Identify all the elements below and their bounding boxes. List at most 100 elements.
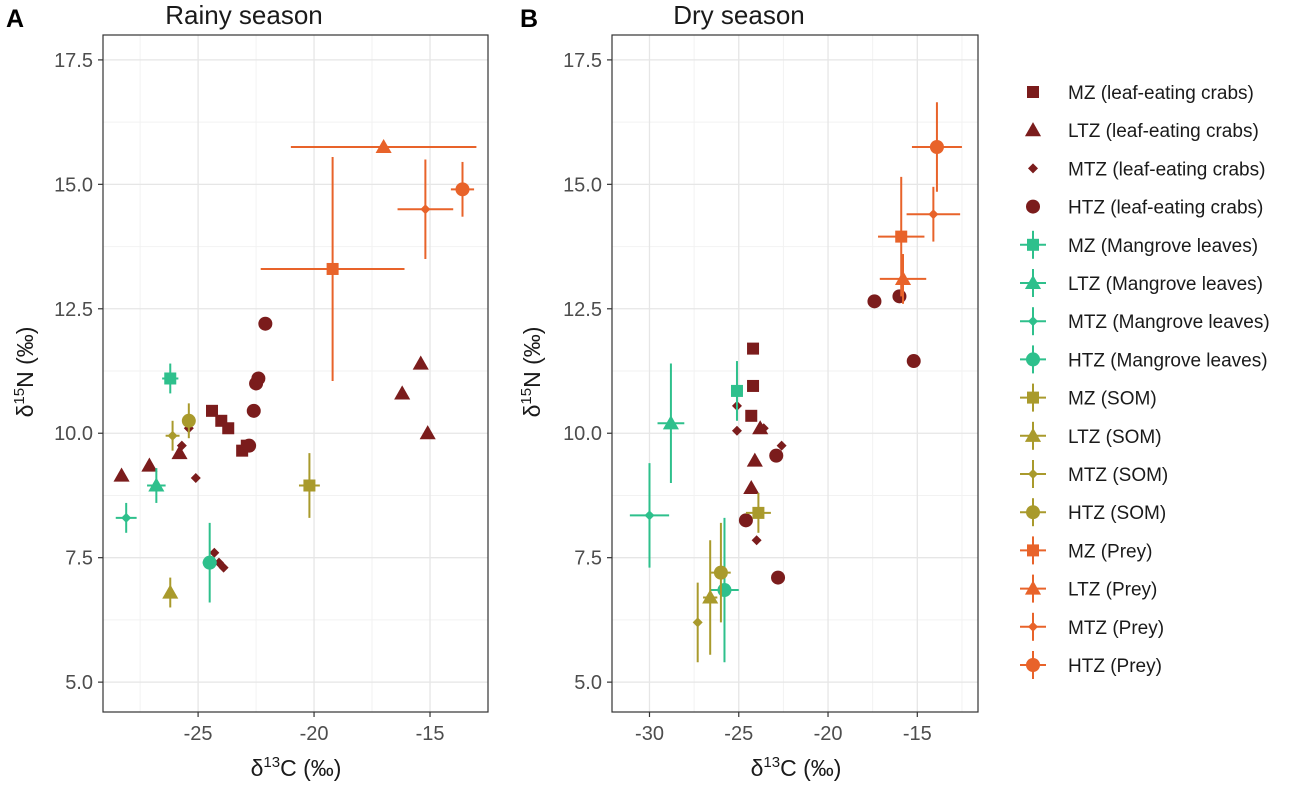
marker-triangle [141,457,158,472]
legend-item: MZ (Mangrove leaves) [1020,230,1258,259]
data-point [222,422,235,435]
chart-title: Rainy season [165,0,323,30]
marker-circle [258,316,273,331]
legend-key-diamond [1028,469,1038,479]
x-tick-label: -20 [814,723,843,745]
axis-ticks: -30 -25 -20 -15 5.0 7.5 10.0 12.5 15.0 17.5 [563,50,932,745]
x-axis-title-rest: C (‰) [780,755,841,781]
data-point [730,361,743,421]
legend-item: LTZ (Mangrove leaves) [1020,269,1263,297]
data-point [747,379,760,392]
marker-circle [929,140,944,155]
data-point [298,453,320,518]
legend-item: HTZ (leaf-eating crabs) [1026,198,1263,219]
x-axis-title: δ13C (‰) [751,754,842,781]
data-point [419,425,436,440]
y-axis-title-sup: 15 [518,388,535,405]
legend-key-circle [1026,352,1040,367]
data-point [141,457,158,472]
legend-item: MZ (Prey) [1020,536,1152,565]
x-axis-title-rest: C (‰) [280,755,341,781]
marker-triangle [394,385,411,400]
data-point [206,404,219,417]
legend-label: MTZ (Mangrove leaves) [1068,312,1270,333]
legend-item: MZ (SOM) [1020,383,1157,412]
legend-key-circle [1026,199,1040,214]
data-point [115,502,137,533]
legend-item: LTZ (SOM) [1020,421,1162,450]
legend-key-triangle [1024,274,1042,290]
marker-diamond [121,512,132,523]
data-point [710,517,739,663]
data-point [450,161,475,217]
plot-frame [102,34,489,713]
marker-triangle [375,138,392,154]
marker-circle [717,583,732,598]
legend-label: HTZ (leaf-eating crabs) [1068,198,1263,219]
data-point [758,423,769,434]
data-point [242,438,257,453]
data-point [113,467,130,482]
legend-key-diamond [1028,163,1038,174]
legend-key-triangle [1024,580,1042,595]
data-point [702,540,719,655]
data-point [745,409,758,422]
legend-key-square [1027,86,1039,98]
x-axis-title-base: δ [251,755,264,781]
marker-square [164,372,177,385]
marker-square [206,404,219,417]
data-point [290,138,477,154]
marker-triangle [171,445,188,460]
data-point [246,403,261,418]
panel-tag: B [520,5,538,33]
y-axis-title: δ15N (‰) [518,327,545,418]
data-point [394,385,411,400]
legend-item: MZ (leaf-eating crabs) [1027,83,1254,104]
data-point [171,445,188,460]
marker-square [745,409,758,422]
y-axis-title-sup: 15 [11,388,28,405]
data-points [113,138,477,608]
legend-label: LTZ (leaf-eating crabs) [1068,121,1259,142]
legend-item: MTZ (Mangrove leaves) [1020,307,1270,336]
legend-label: MZ (Prey) [1068,541,1152,562]
data-point [769,448,784,463]
data-point [202,522,217,603]
marker-diamond [167,430,178,441]
marker-diamond [218,562,229,573]
y-tick-label: 12.5 [563,299,602,321]
marker-diamond [758,423,769,434]
marker-circle [242,438,257,453]
legend-item: MTZ (leaf-eating crabs) [1028,159,1265,180]
marker-circle [202,555,217,570]
x-axis-title-sup: 13 [763,754,780,771]
y-axis-title-rest: N (‰) [519,327,545,388]
marker-triangle [419,425,436,440]
data-point [162,363,179,394]
marker-triangle [746,452,763,467]
grid [612,35,978,712]
marker-triangle [702,589,719,604]
chart-title: Dry season [673,0,805,30]
y-axis-title-base: δ [519,405,545,418]
y-tick-label: 7.5 [65,548,93,570]
data-point [258,316,273,331]
marker-diamond [776,440,787,451]
marker-diamond [420,204,431,215]
data-point [260,156,405,381]
marker-square [752,506,765,519]
marker-diamond [190,473,201,484]
marker-triangle [662,415,679,430]
x-tick-label: -15 [416,723,445,745]
legend-label: MZ (Mangrove leaves) [1068,236,1258,257]
legend-key-square [1027,391,1039,404]
data-point [867,294,882,309]
plot-frame [611,34,979,713]
data-point [165,420,180,451]
legend-key-triangle [1024,122,1042,137]
data-point [747,342,760,355]
legend-item: MTZ (Prey) [1020,612,1164,641]
marker-triangle [412,355,429,370]
marker-diamond [209,547,220,558]
marker-circle [251,371,266,386]
